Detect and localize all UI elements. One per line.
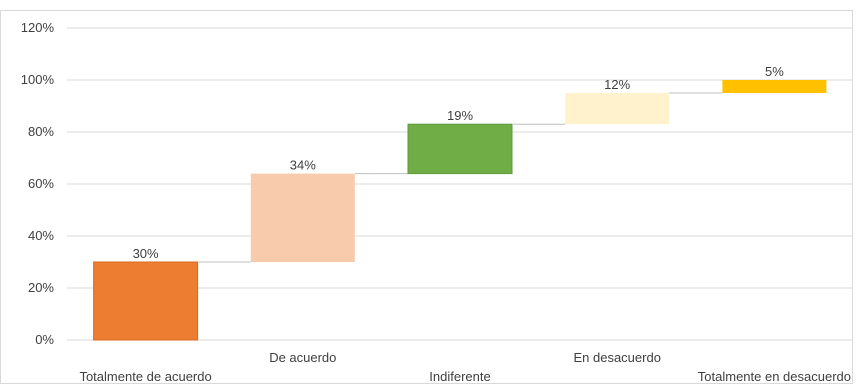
bar [93, 261, 199, 341]
bar [565, 93, 670, 125]
bar [250, 173, 355, 262]
bar [722, 80, 827, 93]
x-tick-label: Totalmente de acuerdo [79, 369, 211, 384]
y-tick-label: 80% [28, 124, 54, 139]
y-tick-label: 60% [28, 176, 54, 191]
data-label: 19% [447, 108, 473, 123]
data-label: 34% [290, 158, 316, 173]
x-tick-label: De acuerdo [269, 350, 336, 365]
y-tick-label: 20% [28, 280, 54, 295]
x-tick-label: Indiferente [429, 369, 490, 384]
x-tick-label: En desacuerdo [573, 350, 660, 365]
bar [407, 123, 513, 175]
y-tick-label: 100% [21, 72, 55, 87]
y-tick-label: 40% [28, 228, 54, 243]
data-label: 12% [604, 77, 630, 92]
x-tick-label: Totalmente en desacuerdo [698, 369, 851, 384]
data-label: 5% [765, 64, 784, 79]
y-tick-label: 120% [21, 20, 55, 35]
y-tick-label: 0% [35, 332, 54, 347]
data-label: 30% [133, 246, 159, 261]
